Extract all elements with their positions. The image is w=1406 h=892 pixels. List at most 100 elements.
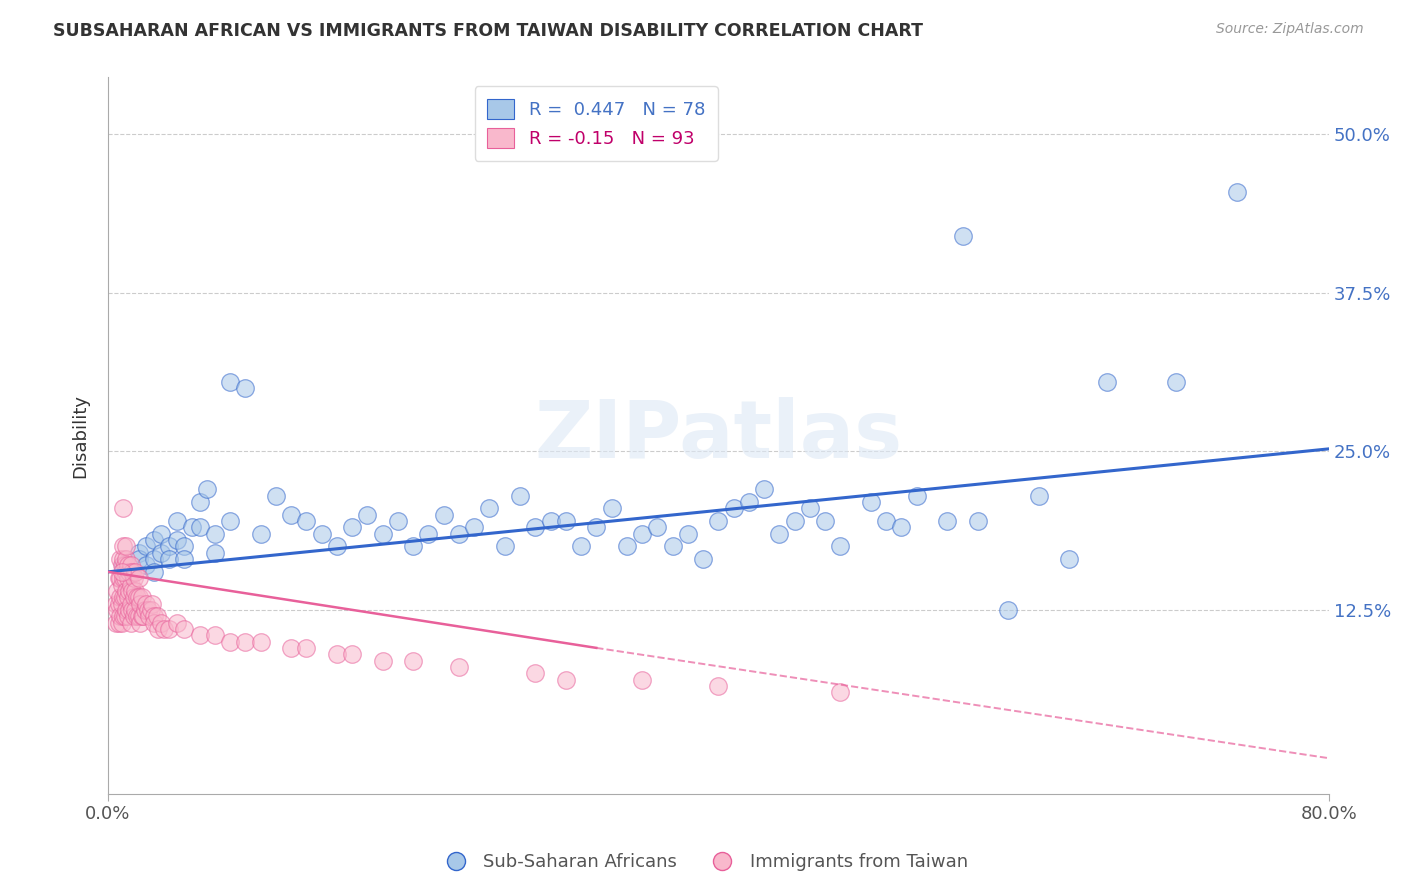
Point [108,571,131,585]
Point [139,603,162,617]
Point [121,603,143,617]
Point [124,583,146,598]
Point [131,609,153,624]
Point [112,571,135,585]
Point [120,615,142,630]
Point [142,609,165,624]
Point [524,520,547,534]
Point [905,489,928,503]
Point [188,520,211,534]
Point [129,615,152,630]
Point [150,615,173,630]
Point [122,609,145,624]
Point [219,634,242,648]
Point [112,590,135,604]
Point [105,603,128,617]
Point [447,526,470,541]
Point [188,628,211,642]
Text: ZIPatlas: ZIPatlas [534,397,903,475]
Point [148,622,170,636]
Point [371,526,394,541]
Point [111,597,134,611]
Point [117,609,139,624]
Point [142,533,165,548]
Point [112,609,135,624]
Point [1226,185,1249,199]
Point [326,540,349,554]
Point [117,558,139,573]
Point [166,533,188,548]
Point [117,571,139,585]
Text: SUBSAHARAN AFRICAN VS IMMIGRANTS FROM TAIWAN DISABILITY CORRELATION CHART: SUBSAHARAN AFRICAN VS IMMIGRANTS FROM TA… [53,22,924,40]
Point [692,552,714,566]
Point [830,685,852,699]
Point [124,565,146,579]
Point [585,520,607,534]
Text: Source: ZipAtlas.com: Source: ZipAtlas.com [1216,22,1364,37]
Point [138,609,160,624]
Point [204,546,226,560]
Point [115,583,138,598]
Point [108,552,131,566]
Point [524,666,547,681]
Point [509,489,531,503]
Point [402,654,425,668]
Point [219,375,242,389]
Point [114,609,136,624]
Point [142,565,165,579]
Point [134,603,156,617]
Point [1028,489,1050,503]
Point [478,501,501,516]
Point [120,565,142,579]
Point [195,483,218,497]
Point [120,577,142,591]
Point [356,508,378,522]
Point [135,540,157,554]
Point [120,558,142,573]
Legend: Sub-Saharan Africans, Immigrants from Taiwan: Sub-Saharan Africans, Immigrants from Ta… [432,847,974,879]
Point [1166,375,1188,389]
Point [120,597,142,611]
Point [311,526,333,541]
Point [118,565,141,579]
Point [115,565,138,579]
Point [1097,375,1119,389]
Point [219,514,242,528]
Point [997,603,1019,617]
Point [150,526,173,541]
Point [112,540,135,554]
Point [112,501,135,516]
Legend: R =  0.447   N = 78, R = -0.15   N = 93: R = 0.447 N = 78, R = -0.15 N = 93 [475,87,718,161]
Point [463,520,485,534]
Point [783,514,806,528]
Point [115,552,138,566]
Point [676,526,699,541]
Point [166,615,188,630]
Point [111,577,134,591]
Point [128,571,150,585]
Point [131,590,153,604]
Point [142,552,165,566]
Point [295,514,318,528]
Point [128,552,150,566]
Point [233,381,256,395]
Point [326,647,349,661]
Point [340,520,363,534]
Point [108,590,131,604]
Point [180,520,202,534]
Point [128,590,150,604]
Point [122,590,145,604]
Point [631,673,654,687]
Point [104,615,127,630]
Point [125,590,148,604]
Point [280,640,302,655]
Point [966,514,988,528]
Point [111,565,134,579]
Point [173,622,195,636]
Point [554,514,576,528]
Point [173,540,195,554]
Point [118,583,141,598]
Point [124,603,146,617]
Point [117,590,139,604]
Point [768,526,790,541]
